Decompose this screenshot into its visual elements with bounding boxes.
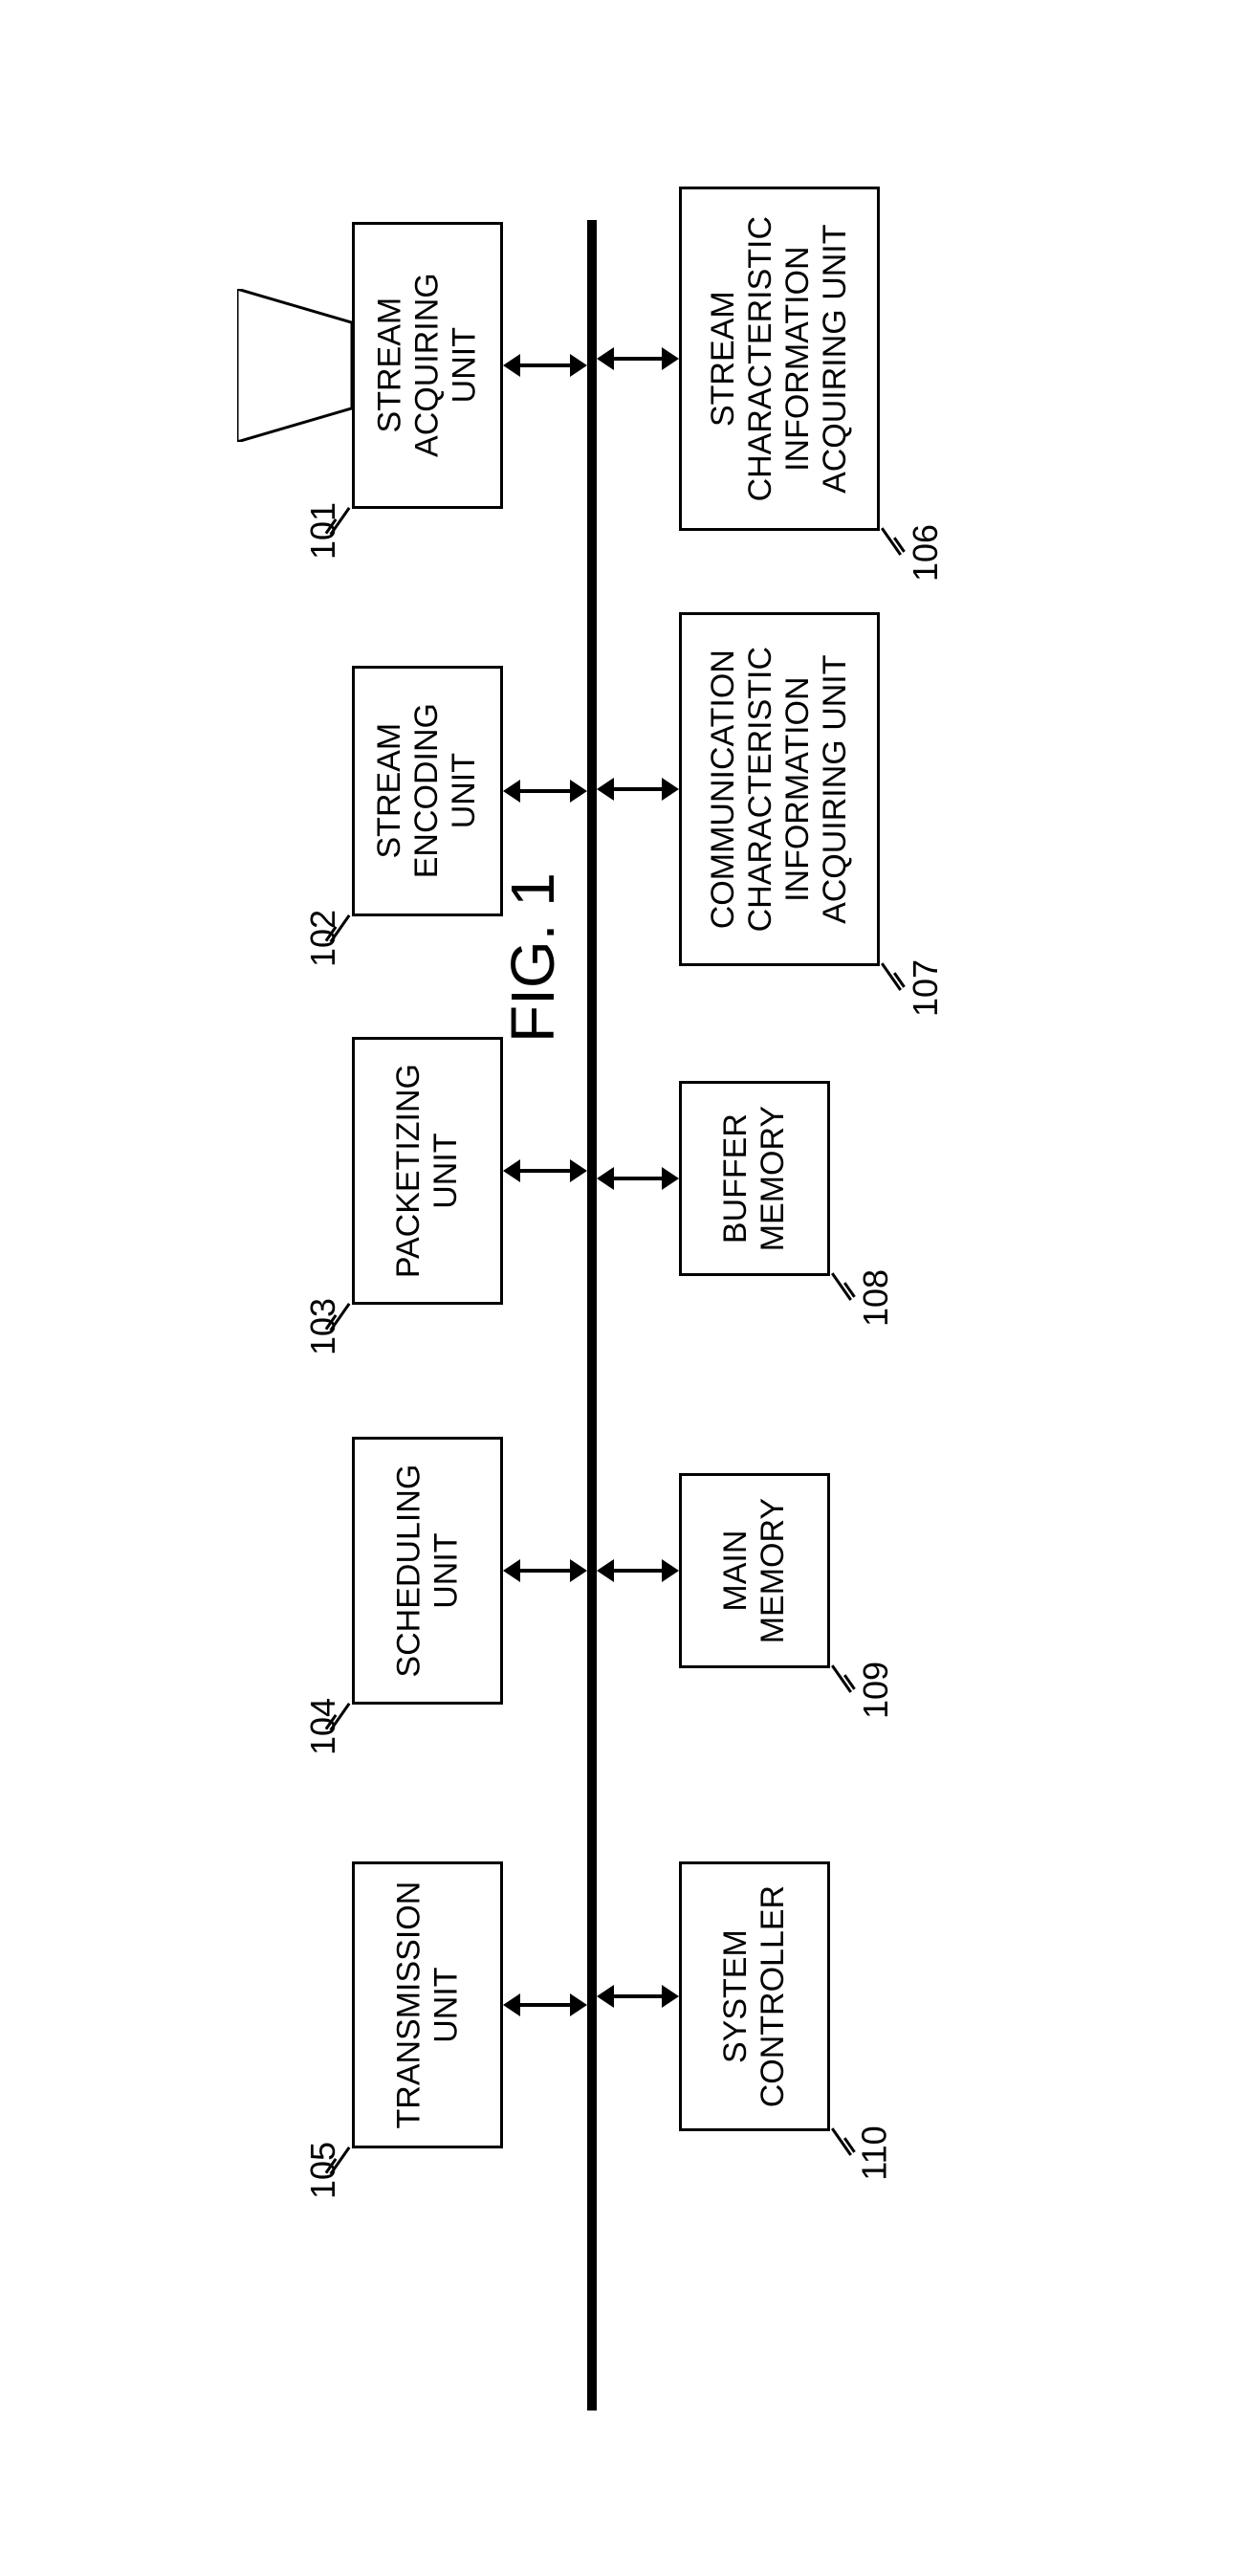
ref-102: 102 xyxy=(303,910,343,967)
bus-connector-108 xyxy=(597,1165,679,1192)
block-label: SCHEDULING UNIT xyxy=(390,1464,465,1678)
ref-105: 105 xyxy=(303,2142,343,2199)
system-bus xyxy=(587,220,597,2411)
block-label: BUFFER MEMORY xyxy=(717,1106,792,1251)
block-103: PACKETIZING UNIT xyxy=(352,1037,503,1305)
block-label: STREAM ACQUIRING UNIT xyxy=(371,274,483,458)
bus-connector-101 xyxy=(503,352,587,379)
ref-107: 107 xyxy=(906,959,946,1017)
ref-104: 104 xyxy=(303,1698,343,1755)
bus-connector-107 xyxy=(597,776,679,803)
block-label: MAIN MEMORY xyxy=(717,1498,792,1643)
block-label: STREAM ENCODING UNIT xyxy=(371,703,483,878)
figure-canvas: FIG. 1 STREAM ACQUIRING UNIT 101 STREAM EN… xyxy=(0,0,1247,2576)
bus-connector-110 xyxy=(597,1983,679,2010)
block-label: STREAM CHARACTERISTIC INFORMATION ACQUIR… xyxy=(705,216,854,501)
block-108: BUFFER MEMORY xyxy=(679,1081,830,1276)
block-101: STREAM ACQUIRING UNIT xyxy=(352,222,503,509)
block-label: PACKETIZING UNIT xyxy=(390,1064,465,1278)
block-106: STREAM CHARACTERISTIC INFORMATION ACQUIR… xyxy=(679,187,880,531)
block-109: MAIN MEMORY xyxy=(679,1473,830,1668)
bus-connector-102 xyxy=(503,778,587,804)
ref-101: 101 xyxy=(303,502,343,560)
ref-110: 110 xyxy=(855,2125,895,2180)
ref-103: 103 xyxy=(303,1298,343,1355)
ref-108: 108 xyxy=(856,1269,896,1327)
bus-connector-109 xyxy=(597,1557,679,1584)
bus-connector-104 xyxy=(503,1557,587,1584)
block-label: SYSTEM CONTROLLER xyxy=(717,1885,792,2107)
block-102: STREAM ENCODING UNIT xyxy=(352,666,503,916)
bus-connector-105 xyxy=(503,1992,587,2018)
bus-connector-103 xyxy=(503,1157,587,1184)
block-107: COMMUNICATION CHARACTERISTIC INFORMATION… xyxy=(679,612,880,966)
block-104: SCHEDULING UNIT xyxy=(352,1437,503,1705)
block-label: TRANSMISSION UNIT xyxy=(390,1882,465,2129)
bus-connector-106 xyxy=(597,345,679,372)
camera-icon xyxy=(237,289,352,442)
figure-title: FIG. 1 xyxy=(497,872,568,1043)
block-105: TRANSMISSION UNIT xyxy=(352,1861,503,2148)
ref-109: 109 xyxy=(856,1662,896,1719)
block-110: SYSTEM CONTROLLER xyxy=(679,1861,830,2131)
ref-106: 106 xyxy=(906,524,946,582)
block-label: COMMUNICATION CHARACTERISTIC INFORMATION… xyxy=(705,647,854,932)
